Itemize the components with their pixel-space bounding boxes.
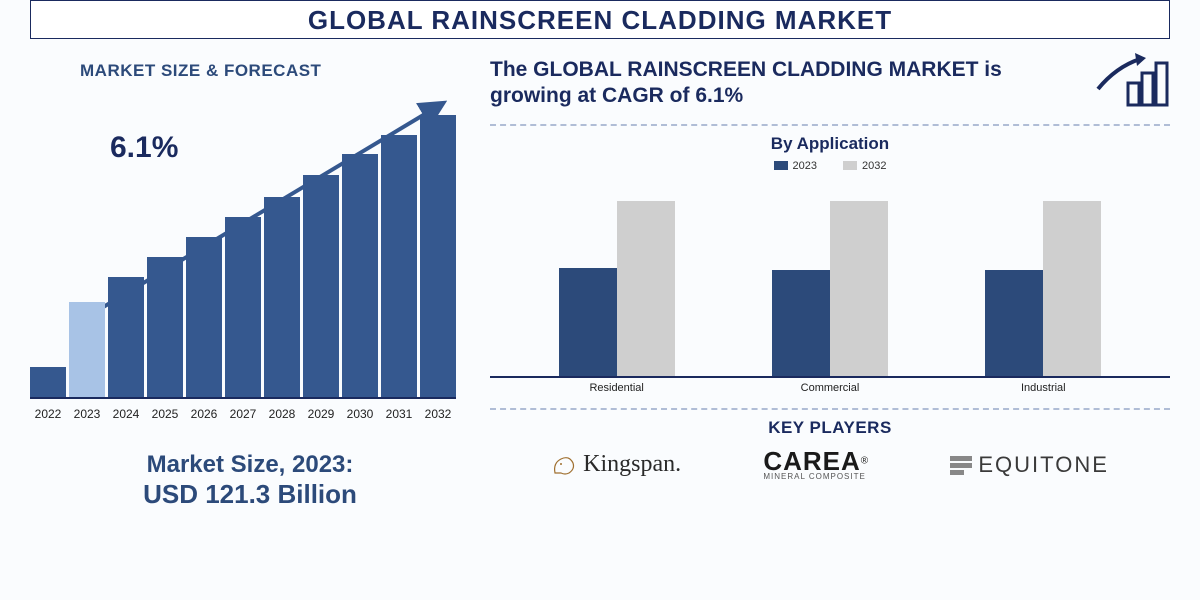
application-group — [985, 201, 1101, 376]
legend-item-2032: 2032 — [843, 160, 886, 172]
left-column: MARKET SIZE & FORECAST 6.1% 202220232024… — [30, 49, 470, 510]
year-label: 2030 — [342, 407, 378, 421]
key-players-title: KEY PLAYERS — [490, 418, 1170, 438]
year-label: 2024 — [108, 407, 144, 421]
application-category-label: Residential — [559, 382, 675, 394]
growth-chart-icon — [1092, 49, 1170, 109]
content-area: MARKET SIZE & FORECAST 6.1% 202220232024… — [0, 39, 1200, 510]
player-carea: CAREA® MINERAL COMPOSITE — [763, 450, 868, 481]
equitone-mark-icon — [950, 454, 972, 476]
market-size-value: USD 121.3 Billion — [30, 479, 470, 510]
equitone-label: EQUITONE — [978, 452, 1109, 478]
page-title: GLOBAL RAINSCREEN CLADDING MARKET — [31, 5, 1169, 36]
forecast-bar — [420, 115, 456, 397]
carea-label: CAREA — [763, 446, 860, 476]
market-size-chart: 6.1% 20222023202420252026202720282029203… — [30, 91, 470, 421]
year-label: 2025 — [147, 407, 183, 421]
player-kingspan: Kingspan. — [551, 451, 681, 478]
forecast-bar — [186, 237, 222, 397]
forecast-bar — [69, 302, 105, 397]
year-label: 2031 — [381, 407, 417, 421]
year-label: 2026 — [186, 407, 222, 421]
app-bar-2023 — [559, 268, 617, 376]
market-size-label: Market Size, 2023: — [30, 451, 470, 479]
app-bar-2023 — [772, 270, 830, 376]
forecast-bar — [147, 257, 183, 397]
headline-text: The GLOBAL RAINSCREEN CLADDING MARKET is… — [490, 57, 1010, 110]
application-legend: 2023 2032 — [490, 160, 1170, 172]
application-category-label: Commercial — [772, 382, 888, 394]
forecast-bar — [303, 175, 339, 397]
application-chart — [490, 198, 1170, 378]
application-group — [559, 201, 675, 376]
year-label: 2023 — [69, 407, 105, 421]
carea-sublabel: MINERAL COMPOSITE — [763, 473, 868, 480]
dashed-separator-2 — [490, 408, 1170, 410]
year-label: 2028 — [264, 407, 300, 421]
player-equitone: EQUITONE — [950, 452, 1109, 478]
year-label: 2022 — [30, 407, 66, 421]
kingspan-label: Kingspan. — [583, 451, 681, 478]
forecast-label: MARKET SIZE & FORECAST — [80, 61, 470, 81]
application-category-label: Industrial — [985, 382, 1101, 394]
forecast-bar — [264, 197, 300, 397]
title-bar: GLOBAL RAINSCREEN CLADDING MARKET — [30, 0, 1170, 39]
forecast-bar — [225, 217, 261, 397]
app-bar-2032 — [1043, 201, 1101, 376]
app-bar-2032 — [830, 201, 888, 376]
forecast-bar — [381, 135, 417, 397]
kingspan-lion-icon — [551, 453, 577, 477]
app-bar-2023 — [985, 270, 1043, 376]
year-label: 2032 — [420, 407, 456, 421]
dashed-separator — [490, 124, 1170, 126]
legend-item-2023: 2023 — [774, 160, 817, 172]
application-x-labels: Residential Commercial Industrial — [490, 378, 1170, 394]
application-chart-title: By Application — [490, 134, 1170, 154]
right-column: The GLOBAL RAINSCREEN CLADDING MARKET is… — [490, 49, 1170, 510]
app-bar-2032 — [617, 201, 675, 376]
forecast-bar — [108, 277, 144, 397]
year-label: 2029 — [303, 407, 339, 421]
forecast-bar — [30, 367, 66, 397]
key-players-row: Kingspan. CAREA® MINERAL COMPOSITE EQUIT… — [490, 450, 1170, 481]
application-group — [772, 201, 888, 376]
year-label: 2027 — [225, 407, 261, 421]
market-size-summary: Market Size, 2023: USD 121.3 Billion — [30, 451, 470, 510]
forecast-bar — [342, 154, 378, 397]
